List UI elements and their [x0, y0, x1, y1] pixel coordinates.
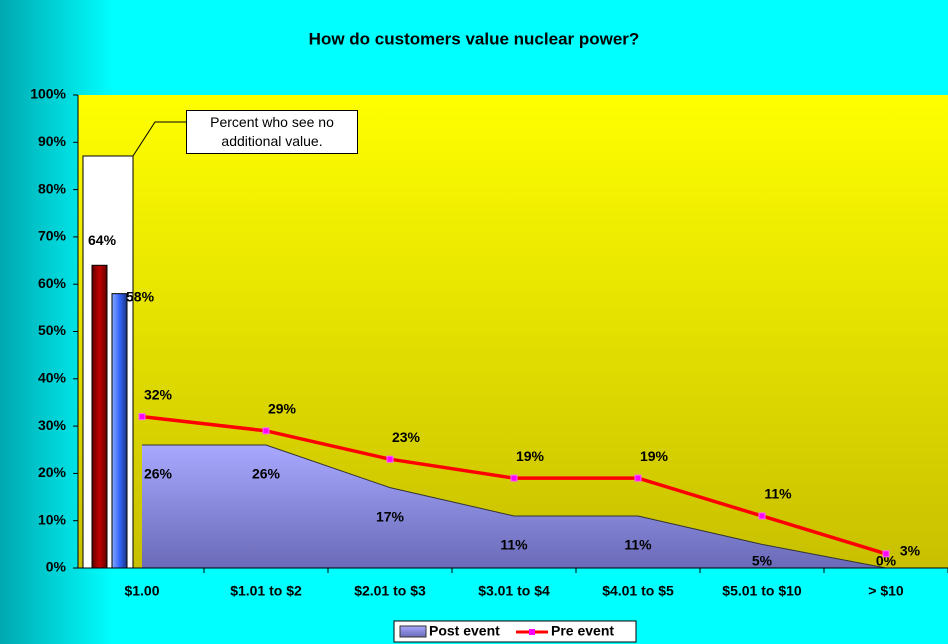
- y-tick-label: 100%: [30, 86, 66, 102]
- data-label: 17%: [376, 508, 405, 524]
- bar-label: 58%: [126, 288, 155, 304]
- bar: [91, 264, 108, 569]
- annotation: Percent who see no additional value.: [186, 110, 358, 154]
- legend-marker: [529, 629, 535, 635]
- y-tick-label: 10%: [38, 511, 67, 527]
- x-tick-label: $1.01 to $2: [230, 583, 302, 599]
- data-label: 5%: [752, 553, 773, 569]
- data-label: 11%: [500, 537, 528, 553]
- data-label: 32%: [144, 386, 173, 402]
- bar-label: 64%: [88, 232, 117, 248]
- x-tick-label: $2.01 to $3: [354, 583, 426, 599]
- bar: [111, 293, 128, 569]
- marker: [262, 427, 270, 435]
- marker: [758, 512, 766, 520]
- legend-swatch: [399, 625, 427, 638]
- data-label: 29%: [268, 401, 297, 417]
- y-tick-label: 90%: [38, 133, 67, 149]
- x-tick-label: $1.00: [124, 583, 159, 599]
- data-label: 11%: [624, 537, 652, 553]
- area-edge: [142, 444, 887, 569]
- marker: [882, 550, 890, 558]
- chart-title: How do customers value nuclear power?: [309, 29, 640, 48]
- x-tick-label: $4.01 to $5: [602, 583, 674, 599]
- y-tick-label: 60%: [38, 275, 67, 291]
- data-label: 19%: [640, 448, 669, 464]
- x-tick-label: $3.01 to $4: [478, 583, 550, 599]
- legend-box: [393, 620, 637, 643]
- y-tick-label: 0%: [46, 559, 67, 575]
- area-fill: [142, 445, 886, 568]
- data-label: 23%: [392, 429, 421, 445]
- y-tick-label: 50%: [38, 322, 67, 338]
- y-tick-label: 40%: [38, 370, 67, 386]
- marker: [510, 474, 518, 482]
- data-label: 26%: [252, 466, 281, 482]
- x-tick-label: $5.01 to $10: [722, 583, 802, 599]
- y-tick-label: 70%: [38, 228, 67, 244]
- callout-leader: [132, 121, 186, 157]
- data-label: 11%: [764, 486, 792, 502]
- x-tick-label: > $10: [868, 583, 904, 599]
- y-tick-label: 80%: [38, 180, 67, 196]
- legend-label: Post event: [429, 623, 500, 639]
- legend-label: Pre event: [551, 623, 614, 639]
- marker: [634, 474, 642, 482]
- marker: [386, 455, 394, 463]
- marker: [138, 413, 146, 421]
- data-label: 3%: [900, 543, 921, 559]
- data-label: 0%: [876, 553, 897, 569]
- y-tick-label: 30%: [38, 417, 67, 433]
- y-tick-label: 20%: [38, 464, 67, 480]
- data-label: 19%: [516, 448, 545, 464]
- data-label: 26%: [144, 466, 173, 482]
